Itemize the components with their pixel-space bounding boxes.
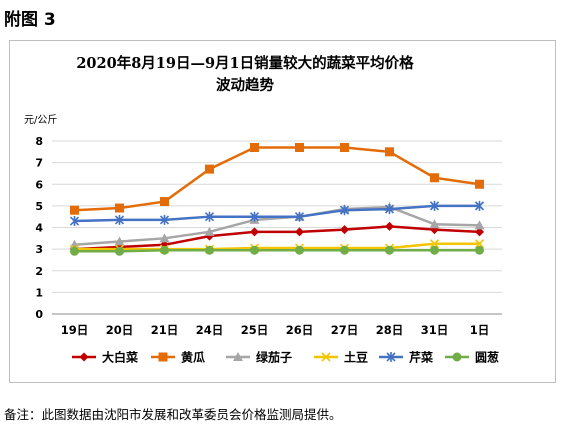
data-point-s1-4 xyxy=(250,142,259,152)
data-point-s0-5 xyxy=(295,227,304,237)
chart-frame xyxy=(9,40,556,383)
data-point-s5-5 xyxy=(295,245,304,255)
data-point-s1-7 xyxy=(385,147,394,157)
y-tick-label: 7 xyxy=(35,157,43,170)
y-tick-label: 0 xyxy=(35,308,43,321)
data-point-s2-2 xyxy=(159,233,170,243)
data-point-s0-6 xyxy=(340,225,349,235)
data-point-s1-5 xyxy=(295,142,304,152)
data-point-s2-1 xyxy=(114,236,125,246)
x-tick-label: 28日 xyxy=(376,323,404,337)
data-point-s5-9 xyxy=(475,245,484,255)
y-tick-label: 2 xyxy=(35,265,43,278)
series-line-2 xyxy=(74,205,480,247)
x-tick-label: 27日 xyxy=(331,323,359,337)
data-point-s1-9 xyxy=(475,179,484,189)
legend-marker-4 xyxy=(386,352,396,362)
legend-marker-3 xyxy=(321,352,331,362)
series-line-1 xyxy=(74,146,480,212)
data-point-s4-4 xyxy=(249,211,260,222)
chart-title-line-1: 2020年8月19日—9月1日销量较大的蔬菜平均价格 xyxy=(76,55,414,72)
data-point-s1-8 xyxy=(430,173,439,183)
x-tick-label: 24日 xyxy=(196,323,224,337)
series-line-5 xyxy=(74,248,480,253)
legend-label-1: 黄瓜 xyxy=(181,350,205,365)
series-line-3 xyxy=(74,242,480,251)
data-point-s0-9 xyxy=(475,227,484,237)
y-tick-label: 3 xyxy=(35,243,43,256)
y-axis-unit-label: 元/公斤 xyxy=(24,115,58,126)
data-point-s0-7 xyxy=(385,221,394,231)
legend-label-4: 芹菜 xyxy=(409,350,433,365)
data-point-s1-3 xyxy=(205,164,214,174)
data-point-s1-2 xyxy=(160,197,169,207)
chart-title: 2020年8月19日—9月1日销量较大的蔬菜平均价格 波动趋势 xyxy=(30,53,460,97)
x-tick-label: 20日 xyxy=(106,323,134,337)
legend-marker-5 xyxy=(452,352,462,362)
y-tick-label: 4 xyxy=(35,222,43,235)
chart-title-line-2: 波动趋势 xyxy=(216,77,274,94)
data-point-s5-3 xyxy=(205,245,214,255)
x-tick-label: 25日 xyxy=(241,323,269,337)
x-tick-label: 19日 xyxy=(61,323,89,337)
legend-marker-2 xyxy=(233,352,243,361)
data-point-s4-3 xyxy=(204,211,215,222)
data-point-s5-1 xyxy=(115,246,124,256)
data-point-s4-5 xyxy=(294,211,305,222)
data-point-s4-2 xyxy=(159,214,170,225)
data-point-s0-4 xyxy=(250,227,259,237)
figure-heading: 附图 3 xyxy=(4,10,56,30)
data-point-s5-6 xyxy=(340,245,349,255)
data-point-s4-8 xyxy=(429,200,440,211)
legend-label-3: 土豆 xyxy=(344,350,368,365)
data-point-s4-7 xyxy=(384,204,395,215)
data-point-s5-0 xyxy=(70,246,79,256)
data-point-s1-1 xyxy=(115,203,124,213)
legend-marker-0 xyxy=(79,352,89,362)
y-tick-label: 1 xyxy=(35,286,43,299)
x-tick-label: 1日 xyxy=(470,323,490,337)
legend-label-2: 绿茄子 xyxy=(256,350,292,365)
data-point-s3-8 xyxy=(429,239,440,249)
legend-label-5: 圆葱 xyxy=(475,350,499,365)
data-point-s2-3 xyxy=(204,226,215,236)
y-tick-label: 8 xyxy=(35,135,43,148)
x-tick-label: 21日 xyxy=(151,323,179,337)
data-point-s5-4 xyxy=(250,245,259,255)
x-tick-label: 26日 xyxy=(286,323,314,337)
y-tick-label: 5 xyxy=(35,200,43,213)
x-tick-label: 31日 xyxy=(421,323,449,337)
data-point-s5-2 xyxy=(160,245,169,255)
data-point-s1-6 xyxy=(340,142,349,152)
series-line-4 xyxy=(74,204,480,223)
data-point-s5-8 xyxy=(430,245,439,255)
legend-marker-1 xyxy=(158,352,168,362)
y-tick-label: 6 xyxy=(35,178,43,191)
data-point-s4-9 xyxy=(474,200,485,211)
data-point-s4-1 xyxy=(114,214,125,225)
data-point-s4-0 xyxy=(69,216,80,227)
series-line-0 xyxy=(74,225,480,251)
data-point-s2-8 xyxy=(429,219,440,229)
data-point-s3-9 xyxy=(474,239,485,249)
data-point-s4-6 xyxy=(339,205,350,216)
data-point-s1-0 xyxy=(70,205,79,215)
data-point-s2-9 xyxy=(474,220,485,230)
legend-label-0: 大白菜 xyxy=(102,350,138,365)
data-point-s5-7 xyxy=(385,245,394,255)
footnote: 备注：此图数据由沈阳市发展和改革委员会价格监测局提供。 xyxy=(4,407,342,422)
